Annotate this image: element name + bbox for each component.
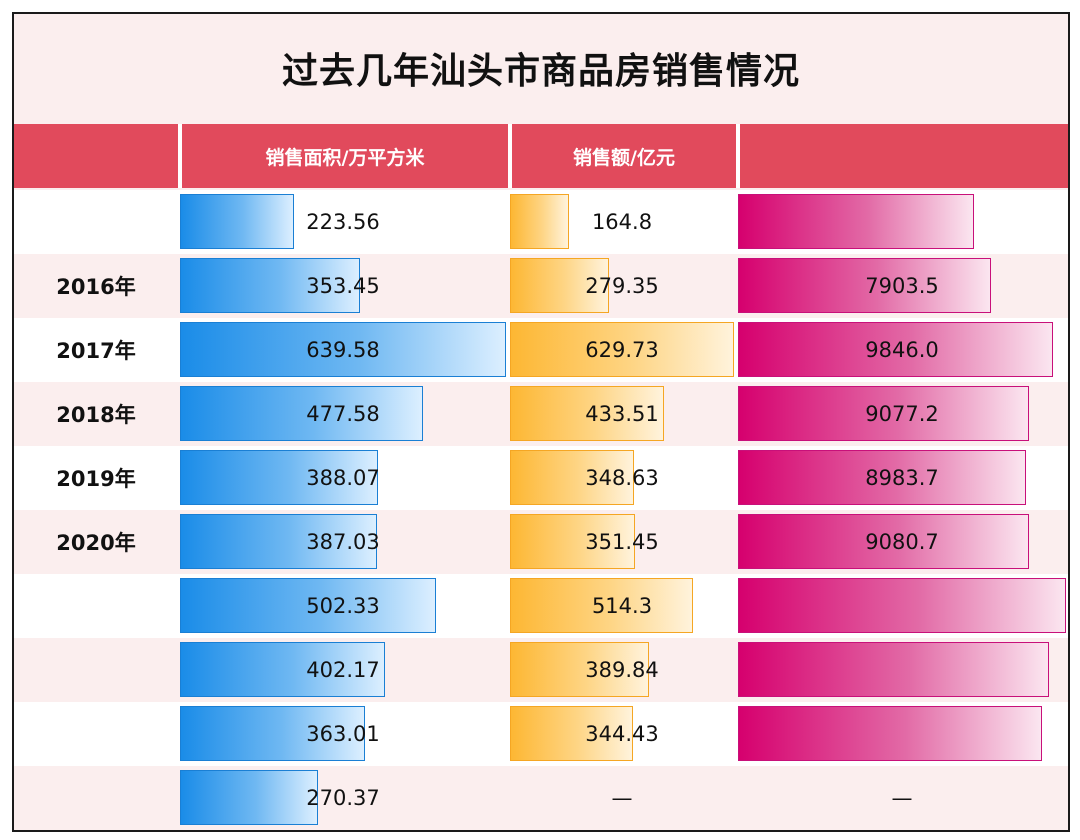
sales-value-label: 344.43 — [585, 722, 659, 746]
sales-value-label: 164.8 — [591, 210, 653, 234]
header-year-cell — [14, 124, 178, 188]
year-label: 2018年 — [56, 403, 136, 427]
chart-title: 过去几年汕头市商品房销售情况 — [281, 51, 800, 92]
header-area-cell: 销售面积/万平方米 — [182, 124, 508, 188]
table-row: 2020年 387.03 351.45 9080.7 — [14, 510, 1068, 574]
year-label — [14, 638, 178, 702]
price-value-label: 7903.5 — [865, 274, 939, 298]
sales-bar — [510, 386, 664, 441]
sales-bar — [510, 258, 609, 313]
price-value-label — [738, 574, 1066, 638]
area-value-label: 402.17 — [306, 658, 380, 682]
area-value-label: 363.01 — [306, 722, 380, 746]
table-row: 270.37 — — — [14, 766, 1068, 830]
price-value-label: 9077.2 — [865, 402, 939, 426]
table-row: 223.56 164.8 — [14, 190, 1068, 254]
area-value-label: 639.58 — [306, 338, 380, 362]
table-row: 2019年 388.07 348.63 8983.7 — [14, 446, 1068, 510]
area-value-label: 223.56 — [306, 210, 380, 234]
table-row: 2018年 477.58 433.51 9077.2 — [14, 382, 1068, 446]
year-label — [14, 190, 178, 254]
area-bar — [180, 578, 436, 633]
area-bar — [180, 450, 378, 505]
area-bar — [180, 706, 365, 761]
area-value-label: 477.58 — [306, 402, 380, 426]
area-bar — [180, 642, 385, 697]
sales-value-label: 514.3 — [591, 594, 653, 618]
year-label: 2020年 — [56, 531, 136, 555]
area-value-label: 502.33 — [306, 594, 380, 618]
table-row: 502.33 514.3 — [14, 574, 1068, 638]
sales-bar — [510, 194, 569, 249]
sales-value-label: 629.73 — [585, 338, 659, 362]
header-sales-label: 销售额/亿元 — [573, 146, 675, 169]
sales-bar — [510, 514, 635, 569]
price-value-label: 9846.0 — [865, 338, 939, 362]
sales-value-label: 348.63 — [585, 466, 659, 490]
year-label: 2019年 — [56, 467, 136, 491]
sales-value-label: 351.45 — [585, 530, 659, 554]
table-header: 销售面积/万平方米 销售额/亿元 — [14, 124, 1068, 188]
sales-value-label: 433.51 — [585, 402, 659, 426]
header-price-cell — [740, 124, 1068, 188]
chart-frame: 过去几年汕头市商品房销售情况 销售面积/万平方米 销售额/亿元 223.56 16… — [12, 12, 1070, 832]
price-bar — [738, 578, 1066, 633]
price-bar — [738, 386, 1029, 441]
area-bar — [180, 322, 506, 377]
price-bar — [738, 258, 991, 313]
sales-value-label: 389.84 — [585, 658, 659, 682]
header-separator — [736, 124, 740, 188]
area-bar — [180, 386, 423, 441]
header-separator — [178, 124, 182, 188]
sales-value-label: 279.35 — [585, 274, 659, 298]
area-bar — [180, 194, 294, 249]
price-bar — [738, 706, 1042, 761]
area-value-label: 353.45 — [306, 274, 380, 298]
area-bar — [180, 258, 360, 313]
area-bar — [180, 770, 318, 825]
table-row: 363.01 344.43 — [14, 702, 1068, 766]
sales-bar — [510, 706, 633, 761]
price-bar — [738, 194, 974, 249]
table-row: 2016年 353.45 279.35 7903.5 — [14, 254, 1068, 318]
price-value-label: 8983.7 — [865, 466, 939, 490]
price-value-label — [738, 638, 1066, 702]
area-value-label: 387.03 — [306, 530, 380, 554]
header-area-label: 销售面积/万平方米 — [265, 146, 425, 169]
table-row: 2017年 639.58 629.73 9846.0 — [14, 318, 1068, 382]
area-value-label: 388.07 — [306, 466, 380, 490]
sales-bar — [510, 322, 734, 377]
header-separator — [508, 124, 512, 188]
header-sales-cell: 销售额/亿元 — [512, 124, 736, 188]
table-row: 402.17 389.84 — [14, 638, 1068, 702]
sales-bar — [510, 578, 693, 633]
year-label: 2016年 — [56, 275, 136, 299]
sales-value-label: — — [611, 786, 633, 810]
price-value-label: — — [891, 786, 913, 810]
price-value-label — [738, 190, 1066, 254]
year-label — [14, 574, 178, 638]
sales-bar — [510, 642, 649, 697]
year-label — [14, 702, 178, 766]
price-bar — [738, 642, 1049, 697]
area-value-label: 270.37 — [306, 786, 380, 810]
price-bar — [738, 450, 1026, 505]
year-label: 2017年 — [56, 339, 136, 363]
price-bar — [738, 322, 1053, 377]
price-value-label — [738, 702, 1066, 766]
price-value-label: 9080.7 — [865, 530, 939, 554]
year-label — [14, 766, 178, 830]
price-bar — [738, 514, 1029, 569]
area-bar — [180, 514, 377, 569]
sales-bar — [510, 450, 634, 505]
